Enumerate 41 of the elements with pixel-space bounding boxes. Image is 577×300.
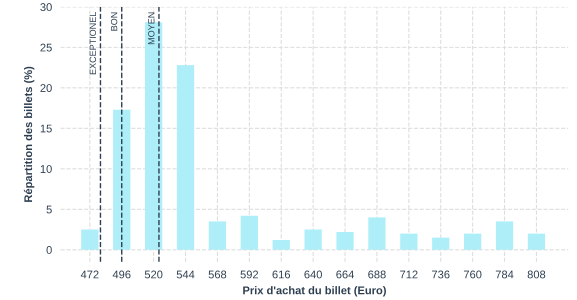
x-tick-label: 568 <box>208 270 226 278</box>
x-tick-label: 688 <box>368 270 386 278</box>
x-tick-label: 664 <box>336 270 354 278</box>
x-tick-label: 616 <box>272 270 290 278</box>
bar <box>81 230 98 250</box>
ref-line-label: EXCEPTIONEL <box>90 12 96 74</box>
x-tick-label: 640 <box>304 270 322 278</box>
y-tick-label: 30 <box>40 3 52 12</box>
y-tick-label: 20 <box>40 84 52 92</box>
ref-line-label: MOYEN <box>148 12 155 44</box>
x-tick-label: 520 <box>144 270 162 278</box>
bar <box>400 234 418 250</box>
y-tick-label: 0 <box>46 246 52 254</box>
bar <box>336 232 354 250</box>
x-tick-label: 736 <box>432 270 450 278</box>
y-tick-label: 15 <box>40 124 52 132</box>
x-tick-label: 760 <box>464 270 482 278</box>
y-axis-title: Répartition des billets (%) <box>24 66 34 202</box>
bar <box>240 216 258 250</box>
bar <box>113 110 130 250</box>
bar <box>368 217 386 250</box>
x-tick-label: 784 <box>496 270 514 278</box>
ref-line-label: BON <box>110 12 118 31</box>
y-tick-label: 10 <box>40 165 52 173</box>
bar <box>496 221 514 250</box>
bar <box>432 238 450 250</box>
x-tick-label: 496 <box>112 270 131 278</box>
x-tick-label: 712 <box>400 270 418 278</box>
y-tick-label: 5 <box>46 206 52 214</box>
bar <box>208 221 226 250</box>
x-tick-label: 472 <box>80 270 99 278</box>
x-tick-label: 544 <box>176 270 194 278</box>
x-axis-title: Prix d'achat du billet (Euro) <box>243 286 386 297</box>
bar <box>464 234 482 250</box>
bar <box>304 230 322 250</box>
bar <box>528 234 546 250</box>
bar <box>176 65 194 250</box>
x-tick-label: 808 <box>528 270 546 278</box>
y-tick-label: 25 <box>40 44 52 52</box>
bar <box>272 240 290 250</box>
x-tick-label: 592 <box>240 270 258 278</box>
